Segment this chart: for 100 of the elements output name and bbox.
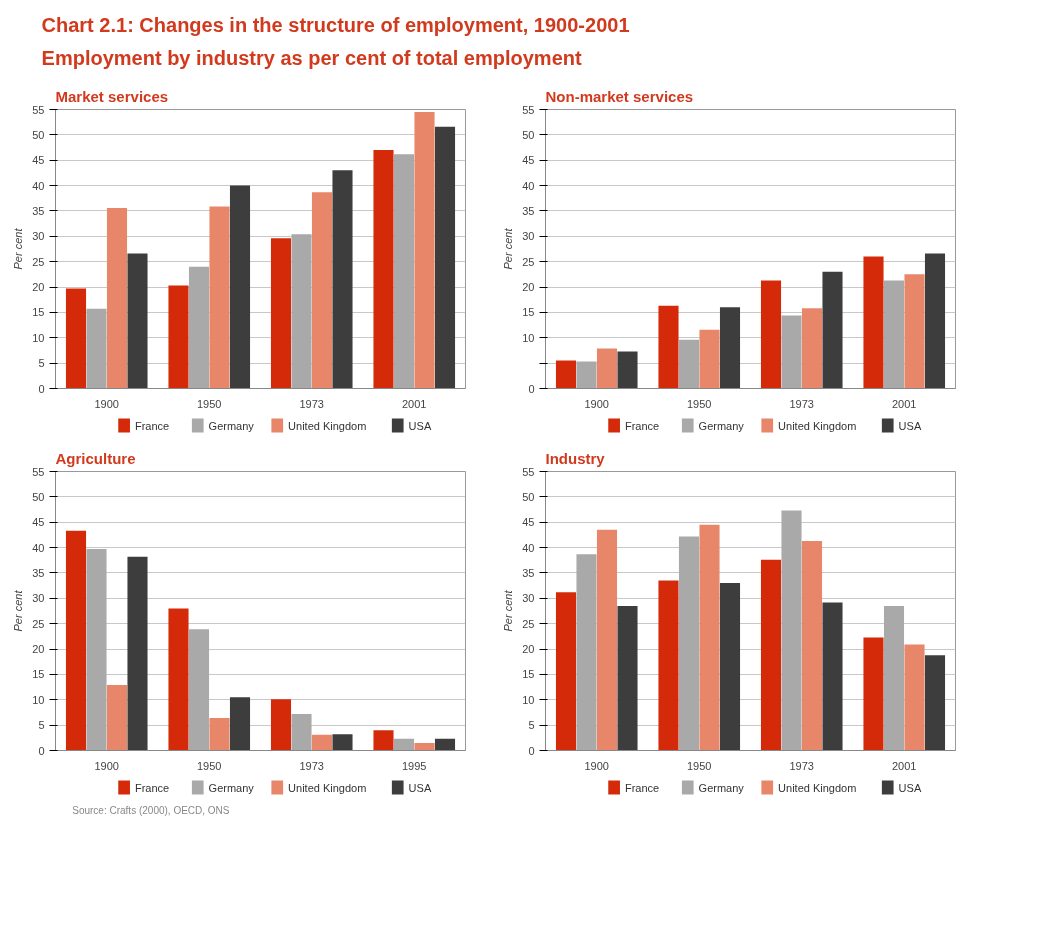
y-tick-label: 15 — [32, 668, 45, 681]
bar — [904, 274, 925, 389]
text: Employment by industry as per cent of total employment — [41, 47, 582, 69]
y-tick-label: 35 — [522, 566, 535, 579]
bar — [678, 339, 700, 389]
x-tick-label: 1950 — [687, 397, 712, 410]
bar — [924, 253, 946, 389]
x-tick-label: 2001 — [892, 759, 917, 772]
bar — [863, 256, 884, 389]
y-tick-label: 15 — [32, 306, 45, 319]
x-tick-label: 1973 — [299, 397, 324, 410]
bar — [86, 308, 107, 389]
x-tick-label: 1950 — [197, 397, 222, 410]
bar — [209, 206, 230, 389]
x-tick-label: 1900 — [94, 759, 119, 772]
bar — [168, 285, 189, 389]
y-tick-label: 35 — [522, 204, 535, 217]
text: Chart 2.1: Changes in the structure of employment, 1900-2001 — [41, 14, 630, 37]
bar — [576, 554, 597, 751]
x-tick-label: 1900 — [584, 759, 609, 772]
y-tick-label: 0 — [528, 744, 535, 757]
y-tick-label: 30 — [32, 592, 45, 605]
y-axis-title: Per cent — [502, 589, 515, 632]
y-tick-label: 20 — [32, 281, 45, 294]
y-tick-label: 5 — [528, 719, 535, 732]
y-tick-label: 50 — [32, 128, 45, 141]
legend-label: USA — [898, 781, 922, 794]
y-tick-label: 25 — [522, 255, 535, 268]
bar — [229, 697, 251, 751]
bar — [434, 738, 456, 751]
y-tick-label: 10 — [32, 331, 45, 344]
bar — [311, 192, 333, 389]
bar — [168, 608, 189, 751]
y-tick-label: 35 — [32, 204, 45, 217]
bar — [229, 185, 251, 389]
bar — [883, 605, 905, 751]
legend-label: France — [134, 419, 170, 432]
bar — [188, 629, 210, 751]
legend-label: United Kingdom — [778, 419, 857, 432]
y-tick-label: 40 — [32, 179, 45, 192]
bar — [65, 288, 87, 389]
bar — [127, 253, 148, 389]
legend-label: Germany — [698, 781, 745, 794]
bar — [291, 234, 312, 389]
x-tick-label: 1973 — [789, 397, 814, 410]
bar — [678, 536, 700, 751]
y-tick-label: 25 — [522, 617, 535, 630]
bar — [311, 734, 333, 751]
legend-label: USA — [408, 419, 432, 432]
bar — [373, 730, 394, 751]
bar — [822, 271, 843, 389]
y-tick-label: 35 — [32, 566, 45, 579]
bar — [291, 713, 312, 751]
bar — [393, 154, 415, 389]
y-tick-label: 10 — [522, 331, 535, 344]
bar — [106, 685, 128, 751]
bar — [781, 510, 802, 751]
bar — [86, 549, 107, 751]
bar — [414, 112, 435, 389]
bar — [373, 150, 394, 389]
y-tick-label: 20 — [522, 281, 535, 294]
bar — [596, 529, 618, 751]
y-tick-label: 45 — [32, 154, 45, 167]
y-tick-label: 0 — [38, 382, 45, 395]
bar — [863, 637, 884, 751]
y-tick-label: 55 — [32, 465, 45, 478]
y-tick-label: 55 — [32, 103, 45, 116]
y-tick-label: 20 — [522, 643, 535, 656]
bar — [332, 170, 353, 389]
bar — [393, 738, 415, 751]
y-tick-label: 40 — [522, 179, 535, 192]
bar — [65, 530, 87, 751]
bar — [414, 742, 435, 751]
y-tick-label: 10 — [522, 693, 535, 706]
chart-title: Market services — [55, 87, 169, 105]
y-tick-label: 55 — [522, 103, 535, 116]
bar — [883, 280, 905, 389]
bar — [658, 580, 679, 751]
bar — [434, 126, 456, 389]
y-tick-label: 45 — [522, 154, 535, 167]
x-tick-label: 1950 — [197, 759, 222, 772]
bar — [576, 361, 597, 389]
bar — [332, 734, 353, 751]
y-tick-label: 30 — [522, 592, 535, 605]
bar — [270, 699, 292, 751]
y-tick-label: 0 — [528, 382, 535, 395]
legend-label: France — [624, 419, 660, 432]
y-tick-label: 25 — [32, 617, 45, 630]
bar — [270, 238, 292, 389]
x-tick-label: 1973 — [299, 759, 324, 772]
chart-title: Industry — [545, 449, 606, 467]
x-tick-label: 1973 — [789, 759, 814, 772]
legend-label: USA — [408, 781, 432, 794]
y-tick-label: 30 — [522, 230, 535, 243]
y-tick-label: 5 — [38, 357, 45, 370]
x-tick-label: 2001 — [402, 397, 427, 410]
chart-title: Non-market services — [545, 87, 694, 105]
y-tick-label: 40 — [522, 541, 535, 554]
bar — [719, 583, 741, 751]
y-tick-label: 15 — [522, 668, 535, 681]
